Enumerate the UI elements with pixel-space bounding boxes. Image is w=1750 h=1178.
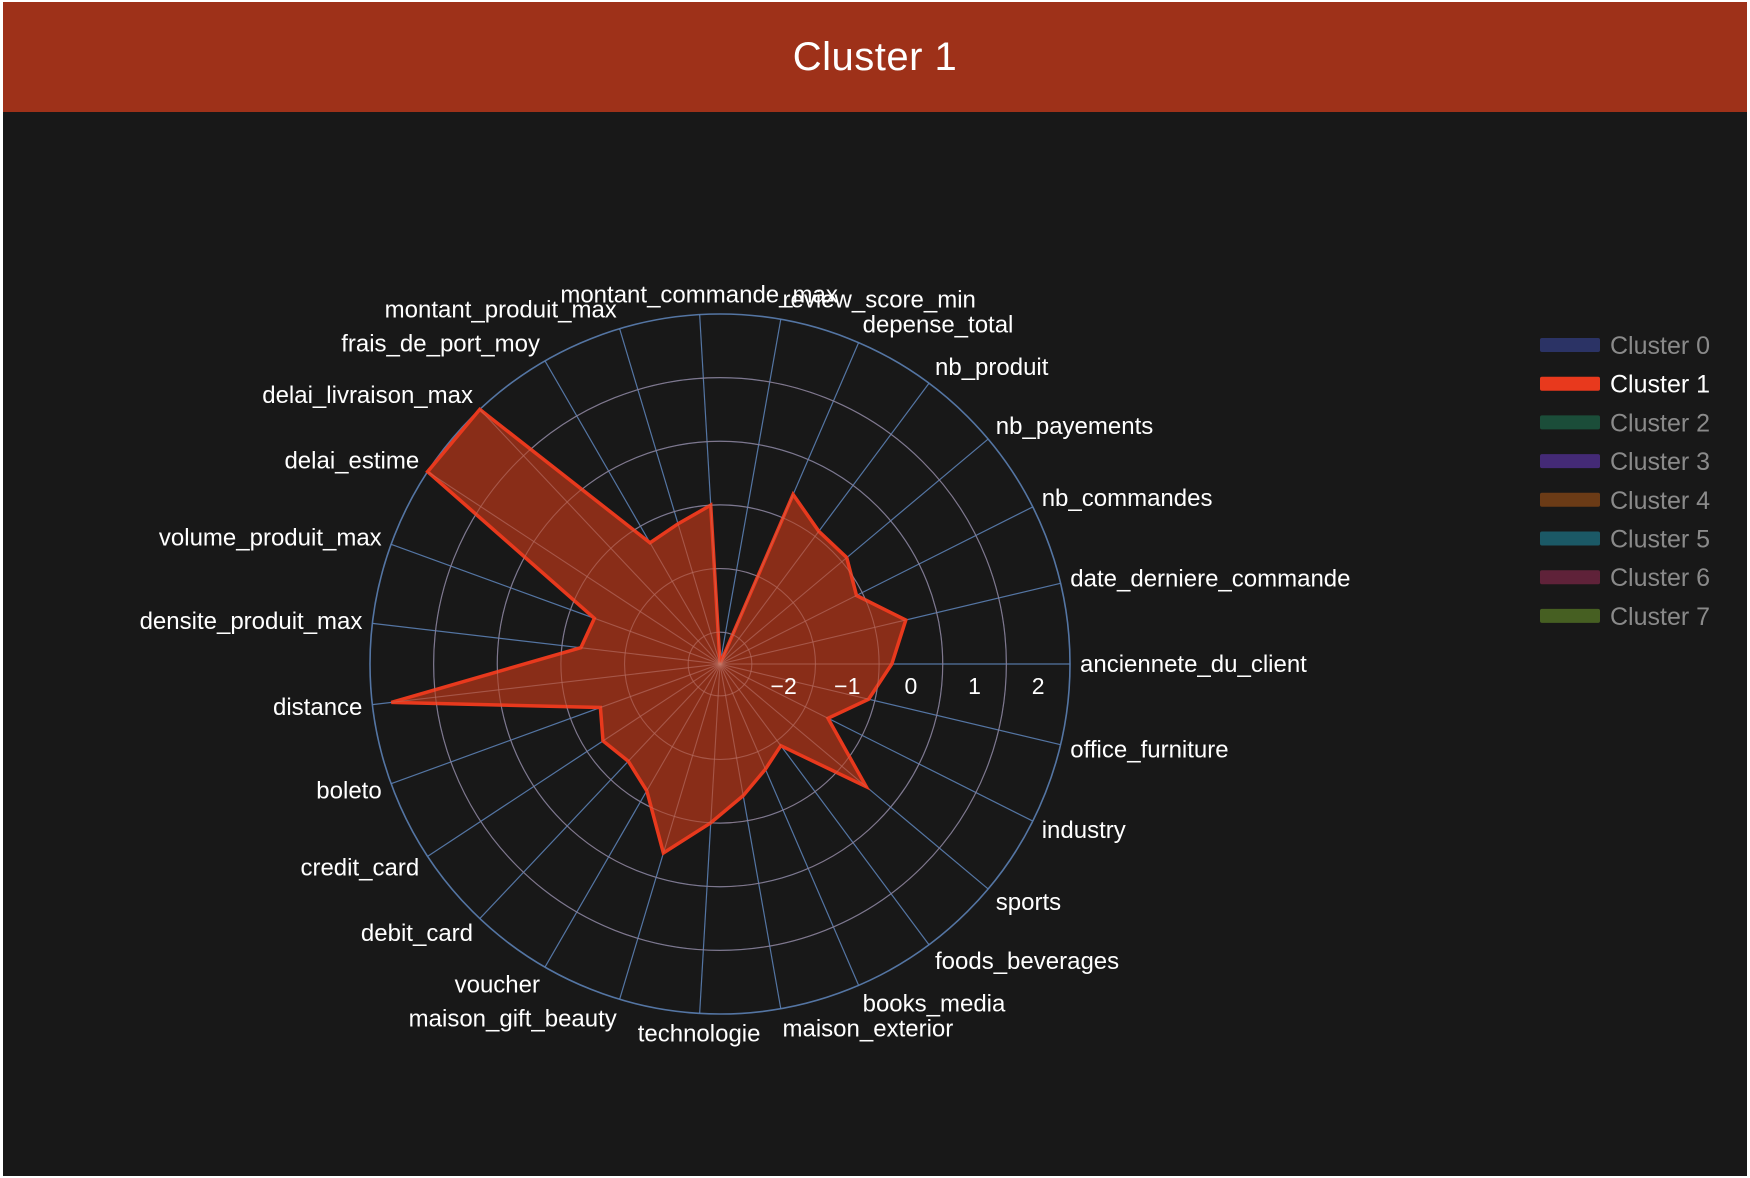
radial-tick-label: −1 xyxy=(834,673,860,699)
legend-swatch[interactable] xyxy=(1540,492,1600,507)
angular-axis-label: voucher xyxy=(455,971,540,998)
radial-tick-label: 2 xyxy=(1032,673,1045,699)
angular-axis-label: maison_gift_beauty xyxy=(409,1006,617,1033)
angular-axis-label: industry xyxy=(1042,817,1126,844)
angular-axis-label: densite_produit_max xyxy=(140,608,363,635)
grid-spoke-overlay xyxy=(479,409,721,665)
legend-entry-label[interactable]: Cluster 1 xyxy=(1610,371,1710,399)
grid-spoke-overlay xyxy=(677,523,721,665)
angular-axis-label: books_media xyxy=(863,991,1006,1018)
legend: Cluster 0 Cluster 1 Cluster 2 Cluster 3 Clus… xyxy=(1540,332,1710,631)
legend-entry-label[interactable]: Cluster 5 xyxy=(1610,526,1710,554)
grid-spoke-overlay xyxy=(602,663,721,742)
angular-axis-label: boleto xyxy=(316,778,381,805)
angular-axis-label: frais_de_port_moy xyxy=(341,331,540,358)
grid-spoke-overlay xyxy=(427,471,721,665)
angular-axis-label: date_derniere_commande xyxy=(1070,566,1350,593)
legend-entry-label[interactable]: Cluster 2 xyxy=(1610,409,1710,437)
grid-spoke-overlay xyxy=(649,542,721,665)
grid-spoke-overlay xyxy=(719,663,829,719)
angular-axis-label: volume_produit_max xyxy=(159,525,382,552)
grid-spoke-overlay xyxy=(719,557,848,665)
radial-ticks: −2 −1 0 1 2 xyxy=(771,673,1045,699)
grid-spoke-overlay xyxy=(580,647,721,665)
angular-axis-label: technologie xyxy=(638,1020,761,1047)
angular-axis-label: nb_payements xyxy=(996,413,1153,440)
grid-spoke-overlay xyxy=(600,663,721,708)
legend-swatch[interactable] xyxy=(1540,570,1600,585)
grid-circle-overlay xyxy=(433,377,1007,951)
legend-entry-label[interactable]: Cluster 4 xyxy=(1610,487,1710,515)
grid-spoke-overlay xyxy=(719,595,857,665)
grid-spoke-overlay xyxy=(719,663,869,700)
angular-axis-label: nb_produit xyxy=(935,354,1049,381)
grid-spoke-overlay xyxy=(719,663,867,788)
angular-axis-label: maison_exterior xyxy=(783,1015,954,1042)
legend-swatch[interactable] xyxy=(1540,376,1600,391)
grid-spoke-overlay xyxy=(662,663,721,854)
angular-axis-label: nb_commandes xyxy=(1042,485,1213,512)
grid-circle-overlay xyxy=(687,631,753,697)
grid-spoke-overlay xyxy=(719,494,794,665)
title-bar: Cluster 1 xyxy=(3,2,1747,112)
grid-circle-overlay xyxy=(496,440,944,888)
angular-axis-label: delai_livraison_max xyxy=(262,382,473,409)
angular-axis-label: review_score_min xyxy=(783,287,976,314)
angular-axis-label: foods_beverages xyxy=(935,948,1119,975)
grid-spoke-overlay xyxy=(646,663,721,792)
radar-series xyxy=(390,377,1007,951)
angular-axis-label: montant_commande_max xyxy=(560,282,837,309)
legend-entry-label[interactable]: Cluster 0 xyxy=(1610,332,1710,360)
grid-spoke-overlay xyxy=(719,663,766,770)
radial-tick-label: −2 xyxy=(771,673,797,699)
grid-circle-overlay xyxy=(560,504,880,824)
radial-tick-label: 1 xyxy=(968,673,981,699)
angular-labels: anciennete_du_client date_derniere_comman… xyxy=(140,282,1351,1048)
angular-axis-label: sports xyxy=(996,889,1061,916)
legend-swatch[interactable] xyxy=(1540,608,1600,623)
series-area-cluster-1 xyxy=(390,406,908,856)
legend-swatch[interactable] xyxy=(1540,338,1600,352)
chart-background xyxy=(3,2,1747,1176)
angular-axis-label: office_furniture xyxy=(1070,736,1228,763)
grid-spoke-overlay xyxy=(719,663,744,796)
grid-spoke-overlay xyxy=(594,617,721,665)
legend-swatch[interactable] xyxy=(1540,415,1600,430)
grid-spoke-overlay xyxy=(391,663,721,703)
grid-spoke-overlay xyxy=(710,663,721,823)
grid-spoke-overlay xyxy=(719,663,782,746)
angular-axis-label: credit_card xyxy=(300,854,419,881)
angular-axis-label: debit_card xyxy=(361,920,473,947)
grid-spoke xyxy=(719,319,782,665)
legend-entry-label[interactable]: Cluster 7 xyxy=(1610,603,1710,631)
grid-circle-overlay xyxy=(624,568,816,760)
legend-entry-label[interactable]: Cluster 6 xyxy=(1610,564,1710,592)
angular-axis-label: delai_estime xyxy=(284,448,419,475)
radial-tick-label: 0 xyxy=(905,673,918,699)
legend-swatch[interactable] xyxy=(1540,531,1600,546)
legend-swatch[interactable] xyxy=(1540,454,1600,469)
grid-spoke-overlay xyxy=(719,530,820,665)
angular-axis-label: distance xyxy=(273,694,362,721)
page-title: Cluster 1 xyxy=(792,34,958,79)
angular-axis-label: anciennete_du_client xyxy=(1080,651,1307,678)
radar-grid xyxy=(369,313,1071,1015)
angular-axis-label: depense_total xyxy=(863,311,1014,338)
grid-spoke-overlay xyxy=(719,619,906,665)
grid-spoke-overlay xyxy=(710,505,721,665)
angular-axis-label: montant_produit_max xyxy=(385,297,617,324)
grid-spoke-overlay xyxy=(627,663,721,762)
legend-entry-label[interactable]: Cluster 3 xyxy=(1610,448,1710,476)
